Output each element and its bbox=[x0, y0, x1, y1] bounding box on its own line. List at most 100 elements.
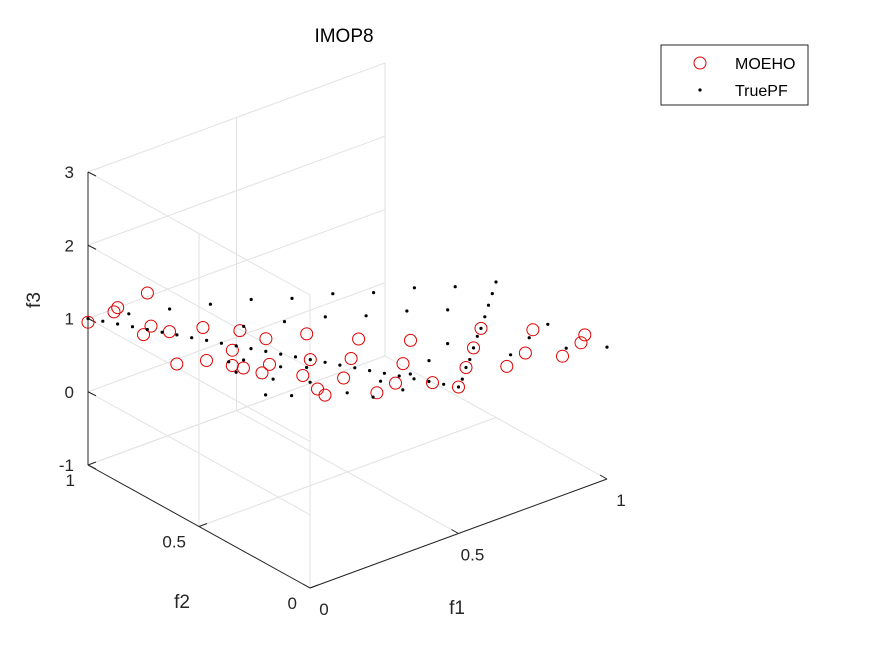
truepf-point bbox=[234, 370, 238, 374]
truepf-point bbox=[101, 319, 105, 323]
truepf-point bbox=[160, 330, 164, 334]
truepf-point bbox=[227, 360, 231, 364]
truepf-point bbox=[145, 327, 149, 332]
truepf-point bbox=[427, 359, 431, 363]
truepf-point bbox=[401, 388, 405, 392]
moeho-point bbox=[500, 359, 514, 373]
truepf-point bbox=[368, 369, 372, 373]
moeho-point bbox=[296, 369, 310, 382]
moeho-point bbox=[81, 315, 95, 329]
z-axis-label: f3 bbox=[24, 292, 45, 308]
truepf-point bbox=[605, 345, 609, 349]
grid-line bbox=[87, 355, 386, 466]
grid-line bbox=[87, 318, 311, 442]
z-tick-label: 2 bbox=[65, 236, 74, 255]
moeho-point bbox=[467, 341, 480, 355]
truepf-point bbox=[471, 346, 476, 350]
truepf-point bbox=[249, 347, 253, 351]
series-truepf bbox=[86, 280, 609, 399]
truepf-point bbox=[290, 394, 294, 398]
chart-title: IMOP8 bbox=[314, 26, 373, 47]
truepf-point bbox=[446, 308, 450, 312]
legend-marker-moeho bbox=[693, 56, 707, 70]
moeho-point bbox=[318, 388, 332, 402]
moeho-point bbox=[111, 301, 125, 315]
moeho-point bbox=[344, 352, 358, 365]
moeho-point bbox=[404, 333, 417, 347]
moeho-point bbox=[556, 349, 569, 363]
y-tick bbox=[87, 461, 97, 466]
grid-line bbox=[87, 135, 386, 246]
truepf-point bbox=[382, 371, 386, 375]
truepf-point bbox=[279, 352, 283, 356]
x-tick-label: 0.5 bbox=[461, 546, 485, 565]
truepf-point bbox=[527, 336, 531, 340]
truepf-point bbox=[546, 322, 550, 326]
truepf-point bbox=[290, 296, 294, 300]
moeho-point bbox=[578, 328, 592, 342]
truepf-point bbox=[372, 291, 376, 295]
moeho-point bbox=[396, 357, 410, 371]
x-tick bbox=[599, 474, 608, 480]
truepf-point bbox=[127, 312, 131, 316]
y-tick bbox=[309, 584, 319, 589]
series-moeho bbox=[81, 286, 592, 402]
truepf-point bbox=[190, 336, 194, 340]
moeho-point bbox=[137, 328, 150, 342]
truepf-point bbox=[371, 395, 375, 399]
truepf-point bbox=[464, 365, 468, 370]
moeho-point bbox=[170, 357, 184, 371]
truepf-point bbox=[219, 341, 223, 345]
legend-box bbox=[660, 44, 809, 106]
truepf-point bbox=[168, 307, 172, 311]
moeho-point bbox=[200, 354, 213, 367]
grid-line bbox=[198, 417, 497, 527]
moeho-point bbox=[140, 286, 154, 300]
moeho-point bbox=[518, 346, 532, 360]
moeho-point bbox=[389, 376, 402, 390]
truepf-point bbox=[264, 393, 268, 397]
truepf-point bbox=[305, 365, 309, 370]
grid-line bbox=[87, 209, 386, 319]
moeho-point bbox=[259, 332, 273, 346]
moeho-point bbox=[459, 361, 473, 374]
moeho-point bbox=[300, 327, 314, 341]
truepf-point bbox=[282, 320, 287, 324]
truepf-point bbox=[405, 309, 409, 313]
grid-line bbox=[87, 244, 311, 369]
moeho-point bbox=[225, 343, 239, 357]
truepf-point bbox=[205, 338, 209, 342]
truepf-point bbox=[412, 286, 416, 290]
moeho-point bbox=[263, 357, 276, 371]
truepf-point bbox=[345, 391, 349, 395]
moeho-point bbox=[370, 386, 384, 400]
legend: MOEHO TruePF bbox=[660, 44, 809, 106]
truepf-point bbox=[408, 372, 412, 376]
moeho-point bbox=[144, 319, 158, 333]
truepf-point bbox=[397, 374, 401, 378]
moeho-point bbox=[426, 376, 439, 390]
truepf-point bbox=[323, 315, 327, 319]
legend-marker-truepf bbox=[698, 88, 702, 92]
truepf-point bbox=[175, 333, 179, 337]
moeho-point bbox=[574, 336, 588, 350]
truepf-point bbox=[509, 353, 513, 357]
truepf-point bbox=[483, 315, 487, 319]
truepf-point bbox=[442, 382, 446, 386]
truepf-point bbox=[130, 325, 135, 329]
grid-line bbox=[87, 282, 386, 393]
truepf-point bbox=[264, 349, 268, 353]
moeho-point bbox=[474, 321, 488, 335]
legend-label-truepf: TruePF bbox=[735, 83, 788, 100]
z-tick bbox=[87, 391, 97, 397]
x-tick-label: 1 bbox=[616, 491, 625, 510]
moeho-point bbox=[452, 380, 465, 394]
truepf-point bbox=[208, 302, 212, 306]
truepf-point bbox=[494, 280, 498, 284]
y-tick-label: 0 bbox=[288, 594, 297, 613]
moeho-point bbox=[255, 366, 269, 380]
z-tick-label: 3 bbox=[65, 163, 74, 182]
truepf-point bbox=[234, 344, 238, 348]
